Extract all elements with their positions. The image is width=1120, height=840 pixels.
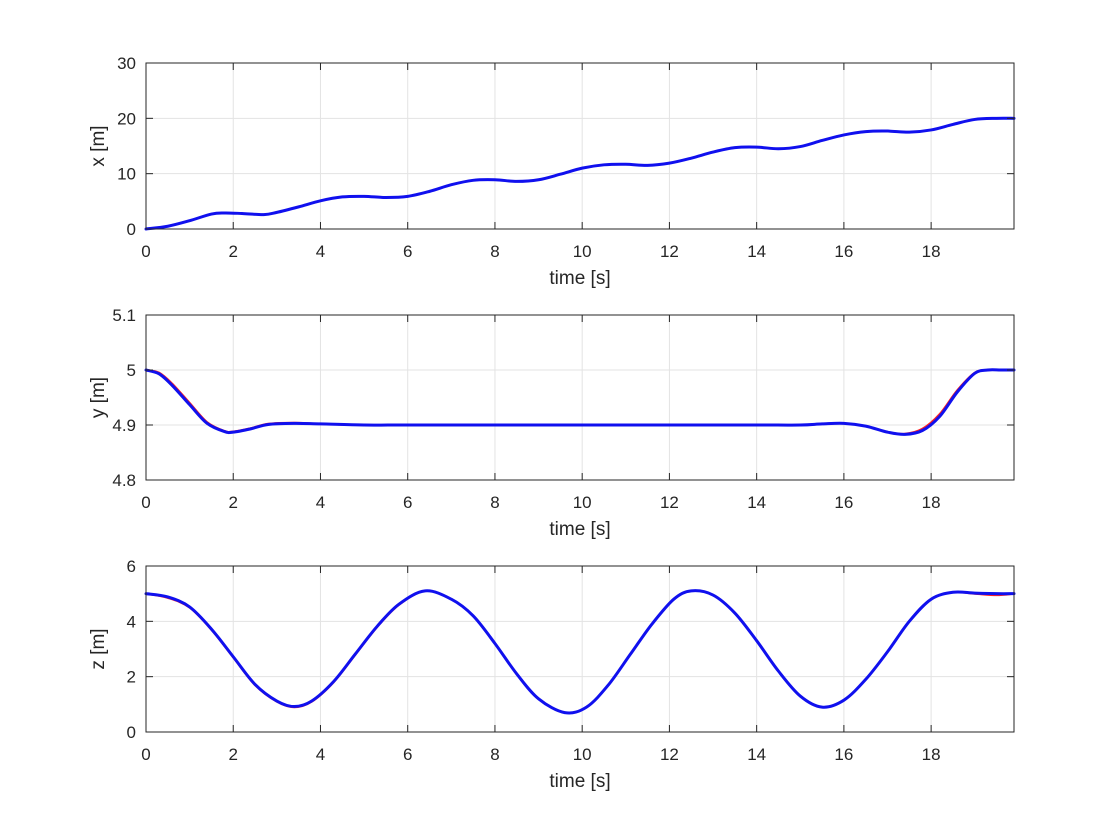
- x-tick-label: 12: [660, 242, 679, 261]
- x-tick-label: 14: [747, 242, 766, 261]
- x-tick-label: 2: [229, 493, 238, 512]
- x-ticks: 0 2 4 6 8 10 12 14 16 18: [141, 566, 941, 764]
- y-tick-label: 20: [117, 109, 136, 128]
- x-tick-label: 18: [922, 745, 941, 764]
- x-tick-label: 6: [403, 745, 412, 764]
- subplot-1: 0 2 4 6 8 10 12 14 16 18 0 10 20 30 time [s] x [m]: [88, 54, 1016, 289]
- y-tick-label: 4: [127, 612, 136, 631]
- x-tick-label: 0: [141, 493, 150, 512]
- plot-area: [146, 566, 1014, 732]
- x-tick-label: 2: [229, 242, 238, 261]
- y-tick-label: 2: [127, 668, 136, 687]
- x-ticks: 0 2 4 6 8 10 12 14 16 18: [141, 315, 941, 512]
- x-tick-label: 12: [660, 493, 679, 512]
- x-tick-label: 0: [141, 242, 150, 261]
- subplot-3: 0 2 4 6 8 10 12 14 16 18 0 2 4 6 time [s] z [m]: [88, 557, 1016, 792]
- plot-area: [146, 315, 1014, 480]
- y-tick-label: 5: [127, 361, 136, 380]
- y-tick-label: 0: [127, 723, 136, 742]
- series-group: [144, 116, 1016, 231]
- y-ticks: 0 2 4 6: [127, 557, 1014, 742]
- plot-area: [146, 63, 1014, 229]
- x-tick-label: 18: [922, 242, 941, 261]
- y-tick-label: 5.1: [112, 306, 136, 325]
- x-tick-label: 10: [573, 745, 592, 764]
- y-axis-label: y [m]: [88, 377, 109, 418]
- actual-series-line: [144, 116, 1016, 231]
- x-tick-label: 8: [490, 493, 499, 512]
- x-tick-label: 4: [316, 242, 325, 261]
- actual-series-line: [144, 589, 1016, 715]
- axes-box: [145, 314, 1015, 481]
- y-axis-label: z [m]: [88, 628, 109, 669]
- axes-box: [145, 62, 1015, 230]
- x-axis-label: time [s]: [549, 268, 610, 289]
- actual-series-line: [144, 368, 1016, 436]
- series-group: [144, 368, 1016, 436]
- y-tick-label: 30: [117, 54, 136, 73]
- y-tick-label: 6: [127, 557, 136, 576]
- x-tick-label: 6: [403, 242, 412, 261]
- x-tick-label: 12: [660, 745, 679, 764]
- x-tick-label: 10: [573, 493, 592, 512]
- subplot-2: 0 2 4 6 8 10 12 14 16 18 4.8 4.9 5 5.1 time [s] y [m]: [88, 306, 1016, 540]
- x-axis-label: time [s]: [549, 771, 610, 792]
- x-axis-label: time [s]: [549, 519, 610, 540]
- series-group: [144, 589, 1016, 715]
- y-tick-label: 10: [117, 165, 136, 184]
- x-tick-label: 16: [834, 745, 853, 764]
- x-tick-label: 14: [747, 745, 766, 764]
- x-tick-label: 16: [834, 493, 853, 512]
- y-tick-label: 4.9: [112, 416, 136, 435]
- y-tick-label: 0: [127, 220, 136, 239]
- x-tick-label: 4: [316, 493, 325, 512]
- x-tick-label: 8: [490, 242, 499, 261]
- x-tick-label: 16: [834, 242, 853, 261]
- x-tick-label: 18: [922, 493, 941, 512]
- x-tick-label: 4: [316, 745, 325, 764]
- x-ticks: 0 2 4 6 8 10 12 14 16 18: [141, 63, 941, 261]
- axes-box: [145, 565, 1015, 733]
- x-tick-label: 6: [403, 493, 412, 512]
- x-tick-label: 10: [573, 242, 592, 261]
- y-ticks: 0 10 20 30: [117, 54, 1014, 239]
- x-tick-label: 0: [141, 745, 150, 764]
- y-tick-label: 4.8: [112, 471, 136, 490]
- y-axis-label: x [m]: [88, 125, 109, 166]
- x-tick-label: 8: [490, 745, 499, 764]
- x-tick-label: 2: [229, 745, 238, 764]
- x-tick-label: 14: [747, 493, 766, 512]
- y-ticks: 4.8 4.9 5 5.1: [112, 306, 1014, 490]
